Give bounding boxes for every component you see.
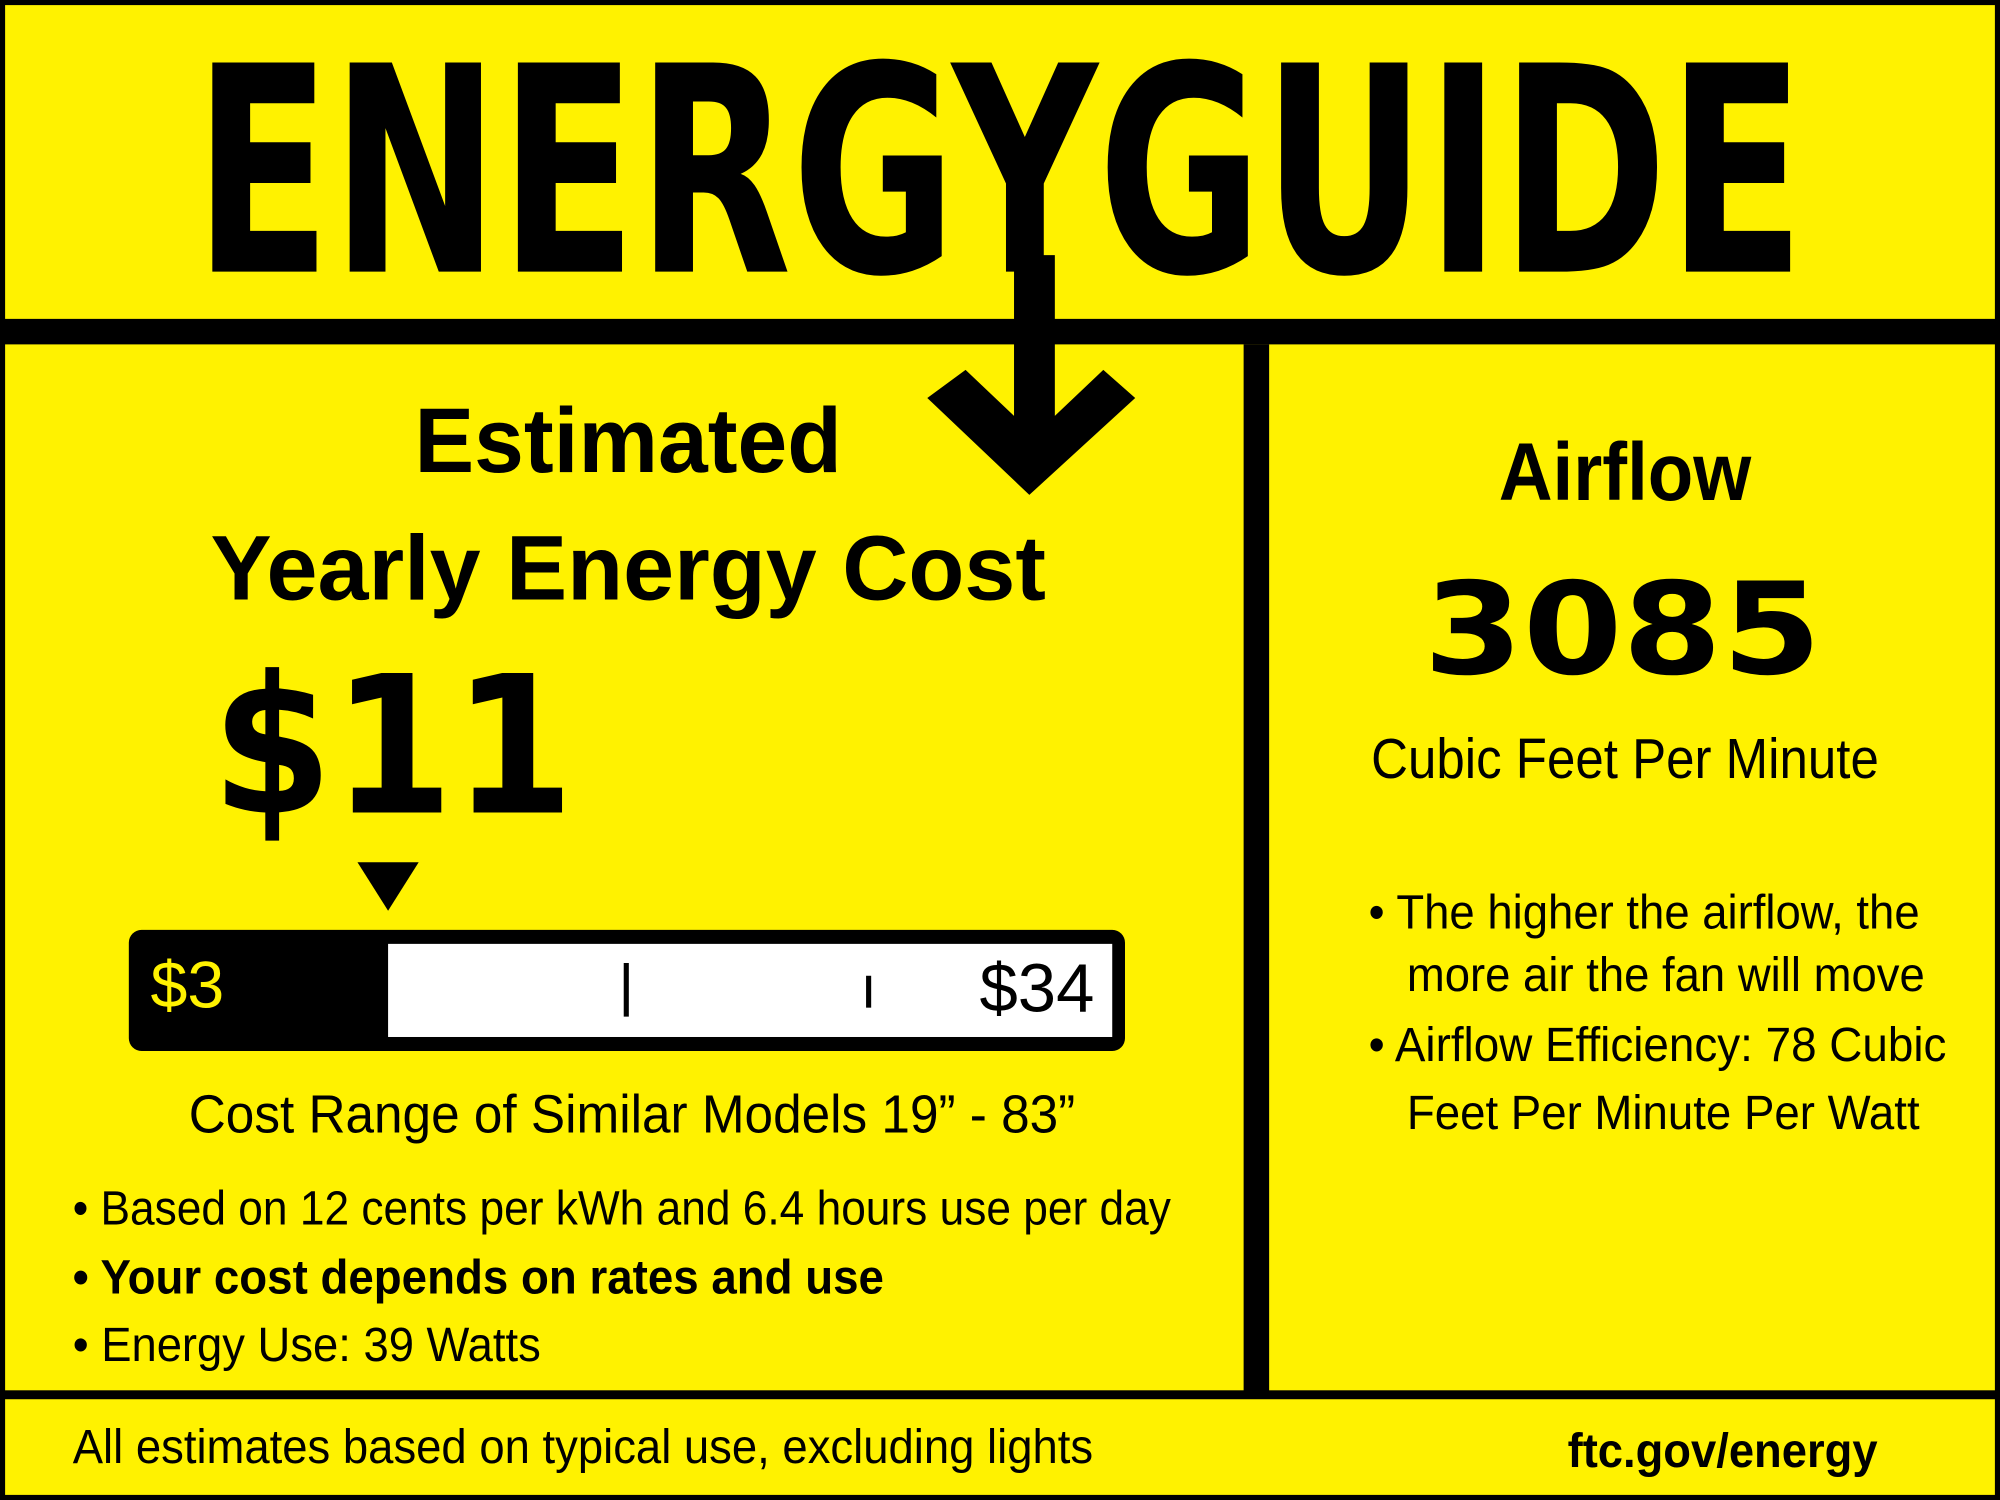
airflow-title: Airflow (1499, 427, 1752, 518)
footer-link[interactable]: ftc.gov/energy (1568, 1424, 1878, 1478)
heading-line: Yearly Energy Cost (210, 517, 1045, 619)
note: • The higher the airflow, the (1369, 886, 1920, 940)
airflow-unit: Cubic Feet Per Minute (1371, 727, 1879, 790)
title: ENERGYGUIDE (194, 6, 1805, 340)
note: • Energy Use: 39 Watts (73, 1318, 541, 1372)
panel-divider (1243, 344, 1270, 1393)
note: • Airflow Efficiency: 78 Cubic (1369, 1018, 1947, 1072)
scale-range (388, 943, 1113, 1037)
scale-min: $3 (151, 949, 225, 1023)
note: Feet Per Minute Per Watt (1407, 1086, 1920, 1140)
footer-divider (0, 1390, 2000, 1400)
note: • Your cost depends on rates and use (73, 1250, 884, 1304)
scale-max: $34 (979, 949, 1094, 1026)
arrow (927, 255, 1136, 495)
airflow-value: 3085 (1423, 556, 1821, 704)
heading-line: Estimated (415, 390, 842, 492)
header-divider (0, 318, 2000, 345)
estimated-cost: $11 (212, 636, 574, 859)
note: more air the fan will move (1407, 948, 1925, 1002)
cost-marker (357, 862, 419, 911)
note: • Based on 12 cents per kWh and 6.4 hour… (73, 1181, 1172, 1235)
footer-disclaimer: All estimates based on typical use, excl… (73, 1420, 1093, 1474)
range-caption: Cost Range of Similar Models 19” - 83” (189, 1086, 1075, 1145)
